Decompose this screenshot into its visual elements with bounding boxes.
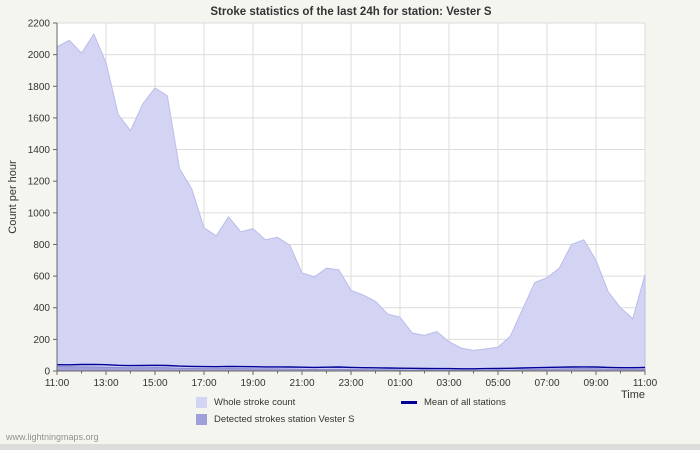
x-axis-label: Time <box>620 389 645 401</box>
chart-legend: Whole stroke count Mean of all stations … <box>196 394 506 428</box>
tick-labels: 0 200 400 600 800 1000 1200 1400 1600 1800 2000 220… <box>28 19 658 390</box>
svg-text:600: 600 <box>33 272 50 283</box>
svg-text:400: 400 <box>33 303 50 314</box>
svg-text:11:00: 11:00 <box>45 378 70 389</box>
svg-text:05:00: 05:00 <box>485 378 510 389</box>
bottom-bar <box>0 444 700 450</box>
svg-text:2000: 2000 <box>28 50 51 61</box>
detected-strokes-swatch-icon <box>196 414 207 425</box>
svg-text:1400: 1400 <box>28 145 51 156</box>
svg-text:03:00: 03:00 <box>436 378 461 389</box>
svg-text:01:00: 01:00 <box>387 378 412 389</box>
chart-plot-area: 0 200 400 600 800 1000 1200 1400 1600 1800 2000 220… <box>28 19 658 390</box>
svg-text:800: 800 <box>33 240 50 251</box>
svg-text:0: 0 <box>44 367 50 378</box>
axes <box>53 22 646 375</box>
svg-text:1200: 1200 <box>28 177 51 188</box>
svg-text:21:00: 21:00 <box>289 378 314 389</box>
svg-text:17:00: 17:00 <box>191 378 216 389</box>
whole-stroke-count-swatch-icon <box>196 397 207 408</box>
svg-text:13:00: 13:00 <box>93 378 118 389</box>
svg-text:1000: 1000 <box>28 208 51 219</box>
legend-item-mean-of-all-stations: Mean of all stations <box>401 394 506 411</box>
svg-text:11:00: 11:00 <box>633 378 658 389</box>
series-whole-stroke-count <box>56 33 646 372</box>
chart-series <box>56 33 646 372</box>
series-detected-strokes-station-vester-s <box>56 365 646 372</box>
chart-title: Stroke statistics of the last 24h for st… <box>210 6 492 18</box>
svg-text:07:00: 07:00 <box>534 378 559 389</box>
svg-text:200: 200 <box>33 335 50 346</box>
legend-label-whole-stroke-count: Whole stroke count <box>214 397 296 408</box>
svg-text:1800: 1800 <box>28 82 51 93</box>
svg-text:09:00: 09:00 <box>583 378 608 389</box>
svg-text:15:00: 15:00 <box>142 378 167 389</box>
legend-item-detected-strokes: Detected strokes station Vester S <box>196 411 401 428</box>
legend-label-mean-of-all-stations: Mean of all stations <box>424 397 506 408</box>
svg-text:2200: 2200 <box>28 19 51 30</box>
watermark-text: www.lightningmaps.org <box>6 432 99 442</box>
legend-label-detected-strokes: Detected strokes station Vester S <box>214 414 355 425</box>
svg-text:23:00: 23:00 <box>338 378 363 389</box>
svg-text:1600: 1600 <box>28 113 51 124</box>
series-mean-of-all-stations <box>56 363 646 370</box>
svg-text:19:00: 19:00 <box>240 378 265 389</box>
legend-item-whole-stroke-count: Whole stroke count <box>196 394 401 411</box>
mean-line-swatch-icon <box>401 401 417 404</box>
